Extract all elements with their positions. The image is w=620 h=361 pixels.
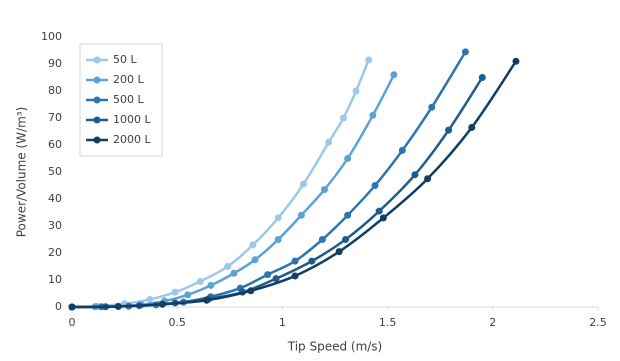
data-point (68, 303, 76, 311)
data-point (428, 103, 436, 111)
data-point (461, 48, 469, 56)
data-point (171, 288, 179, 296)
x-tick-label: 0.5 (168, 316, 186, 329)
y-tick-label: 60 (48, 138, 62, 151)
legend-label: 500 L (113, 93, 144, 106)
data-point (230, 269, 238, 277)
legend-marker (93, 56, 101, 64)
legend-label: 200 L (113, 73, 144, 86)
data-point (512, 57, 520, 65)
data-point (320, 186, 328, 194)
data-point (251, 256, 259, 264)
data-point (371, 182, 379, 189)
x-tick-label: 2 (489, 316, 496, 329)
data-point (478, 74, 486, 81)
data-point (224, 263, 232, 270)
y-tick-label: 50 (48, 165, 62, 178)
data-point (411, 171, 419, 179)
data-point (339, 114, 347, 122)
x-tick-label: 1.5 (379, 316, 397, 329)
y-tick-label: 80 (48, 84, 62, 97)
legend-label: 1000 L (113, 113, 151, 126)
y-tick-label: 40 (48, 192, 62, 205)
data-point (365, 56, 373, 64)
legend-label: 2000 L (113, 133, 151, 146)
data-point (247, 287, 255, 295)
data-point (207, 281, 215, 289)
data-point (468, 123, 476, 131)
data-point (291, 257, 299, 265)
data-point (297, 211, 305, 219)
data-point (146, 295, 154, 303)
legend-marker (93, 96, 101, 104)
x-tick-label: 1 (279, 316, 286, 329)
data-point (203, 296, 211, 304)
data-point (114, 302, 122, 310)
data-point (375, 207, 383, 215)
data-point (249, 241, 257, 249)
legend-label: 50 L (113, 53, 137, 66)
data-point (274, 236, 282, 243)
y-tick-label: 10 (48, 273, 62, 286)
data-point (291, 272, 299, 280)
y-axis-title: Power/Volume (W/m³) (15, 107, 29, 238)
data-point (390, 71, 398, 79)
data-point (342, 236, 350, 243)
y-tick-label: 0 (55, 300, 62, 313)
y-tick-label: 100 (41, 30, 62, 43)
data-point (335, 248, 343, 256)
data-point (184, 291, 192, 299)
data-point (272, 275, 280, 283)
data-point (308, 257, 316, 265)
y-tick-label: 30 (48, 219, 62, 232)
data-point (379, 214, 387, 222)
y-tick-label: 90 (48, 57, 62, 70)
data-point (424, 175, 432, 183)
data-point (318, 236, 326, 243)
y-tick-label: 70 (48, 111, 62, 124)
data-point (344, 211, 352, 219)
data-point (264, 271, 272, 279)
legend-marker (93, 136, 101, 144)
data-point (344, 155, 352, 162)
x-tick-label: 0 (69, 316, 76, 329)
y-tick-label: 20 (48, 246, 62, 259)
data-point (398, 146, 406, 154)
x-axis-title: Tip Speed (m/s) (287, 340, 383, 354)
x-tick-label: 2.5 (589, 316, 607, 329)
data-point (196, 277, 204, 285)
data-point (369, 111, 377, 119)
data-point (445, 126, 453, 134)
legend-marker (93, 116, 101, 124)
data-point (158, 300, 166, 308)
data-point (299, 180, 307, 188)
data-point (274, 214, 282, 222)
legend-marker (93, 76, 101, 84)
data-point (352, 87, 360, 95)
data-point (325, 138, 333, 146)
